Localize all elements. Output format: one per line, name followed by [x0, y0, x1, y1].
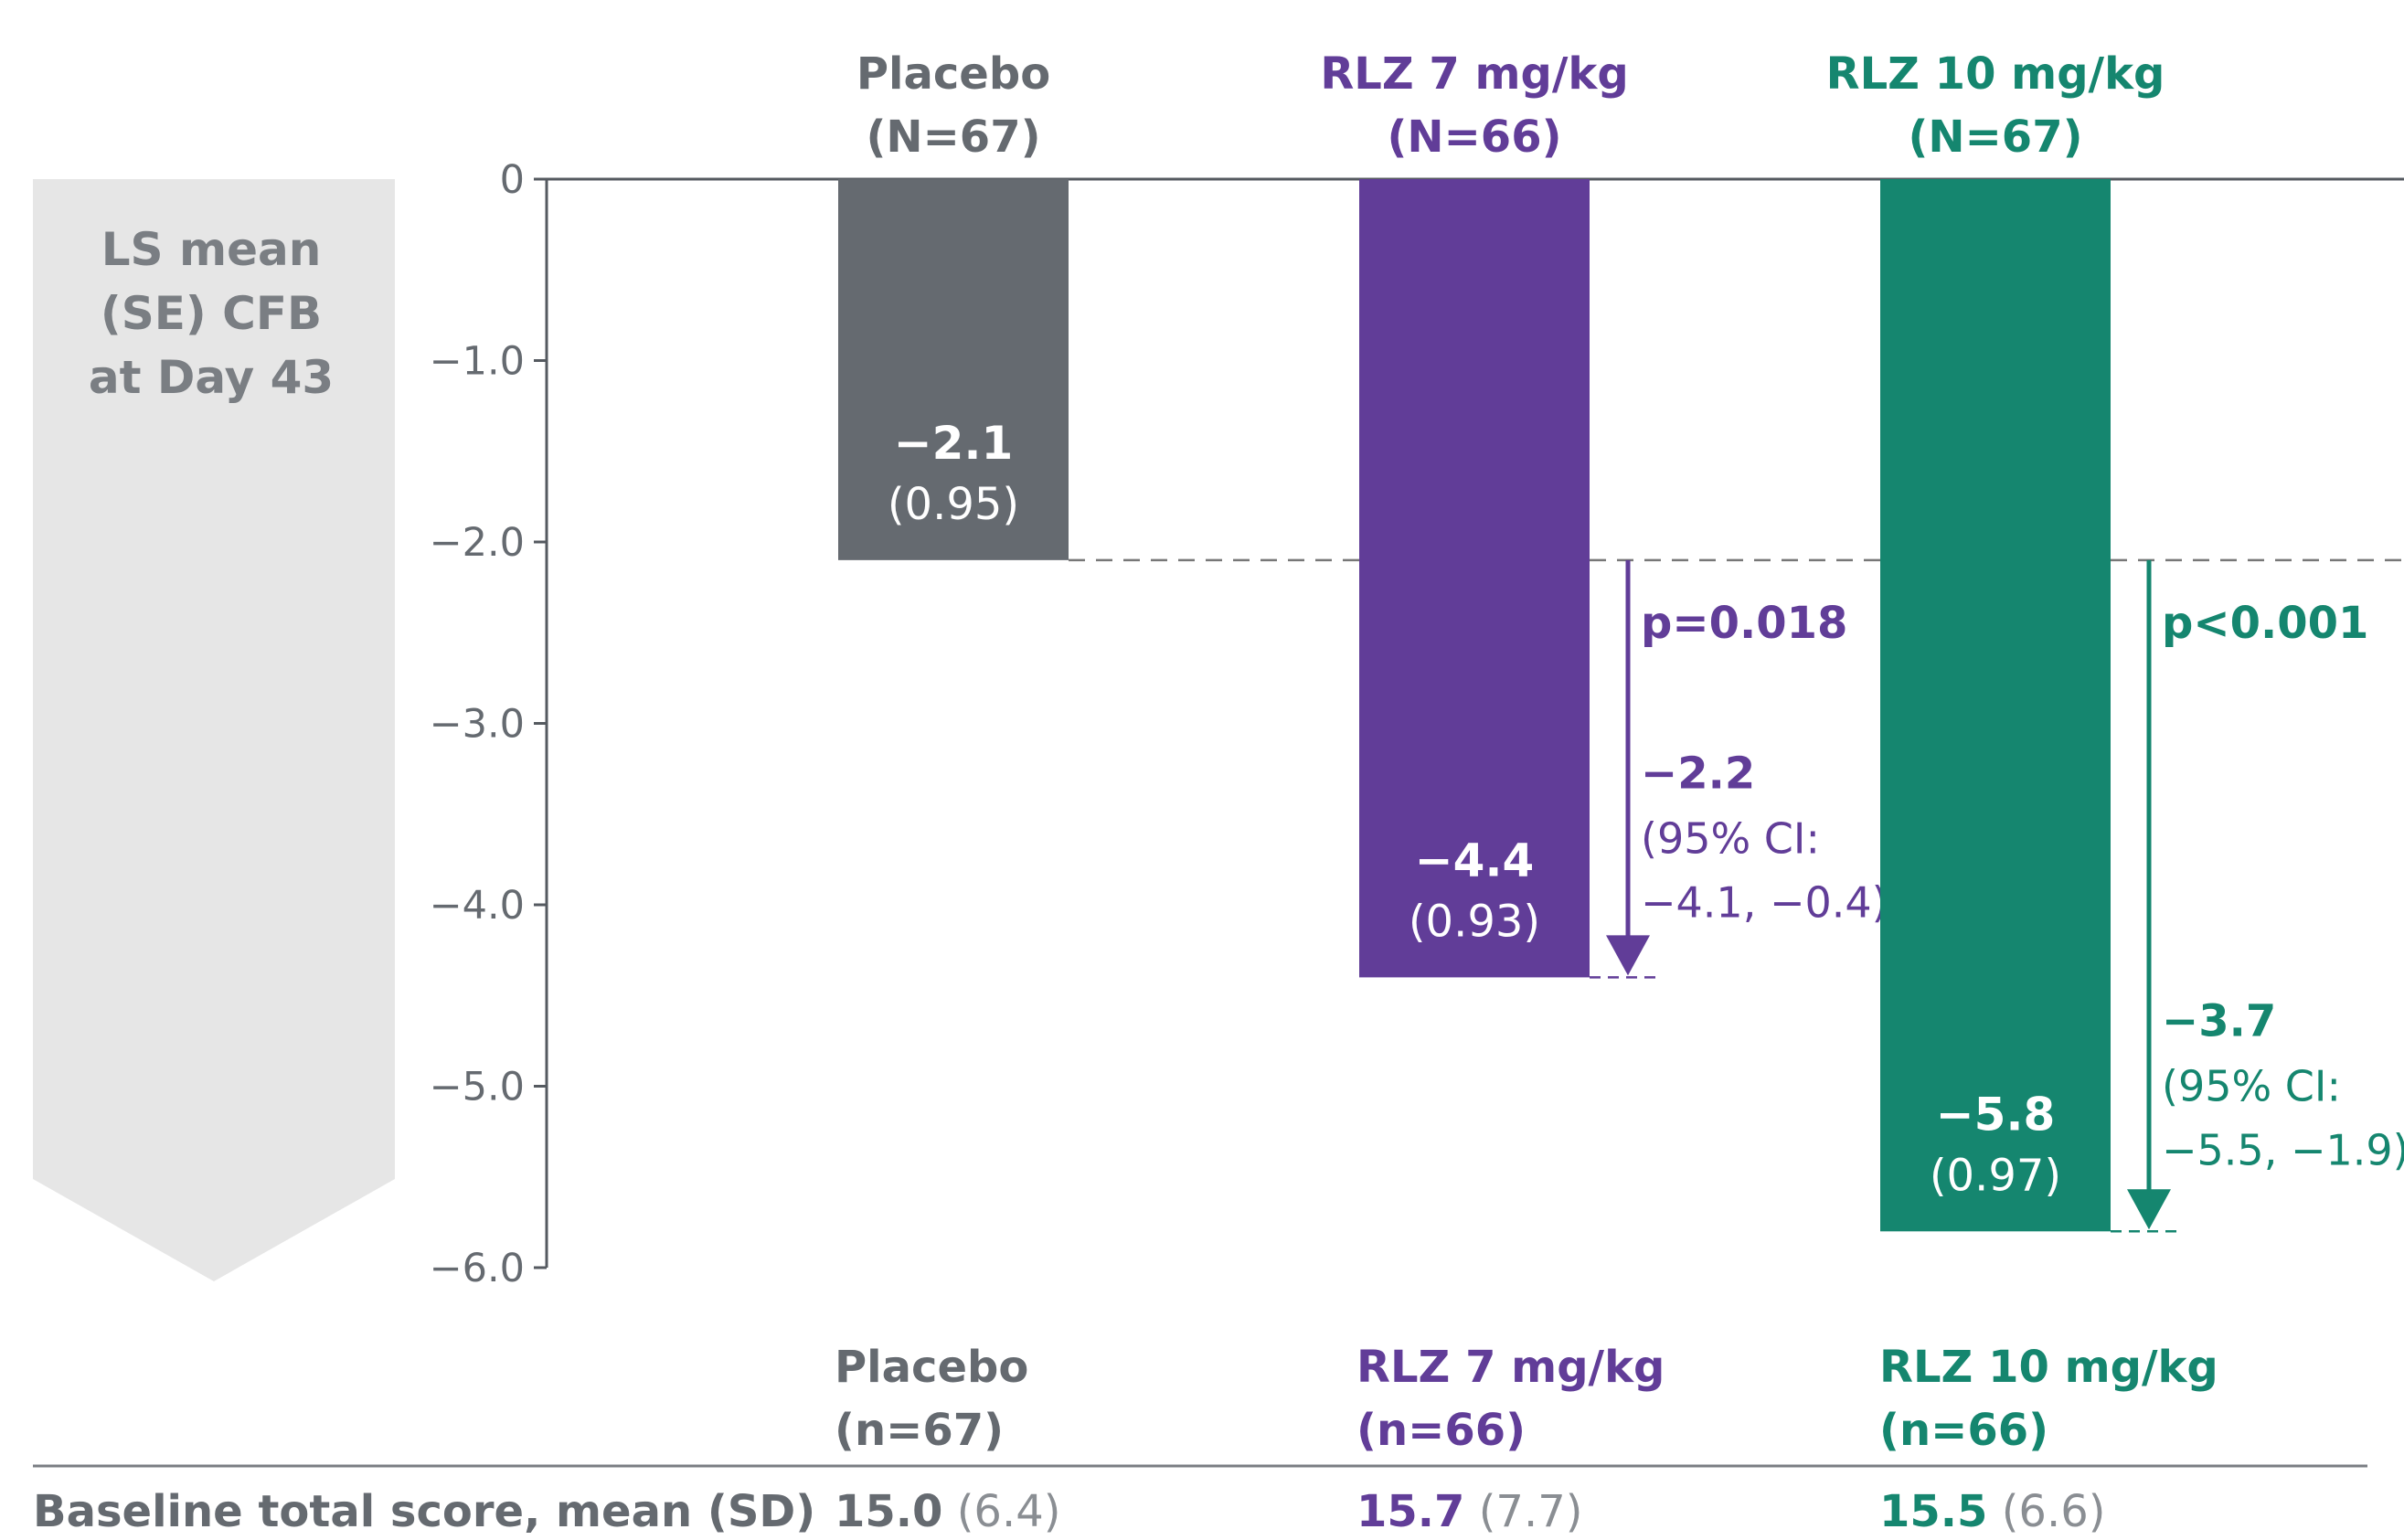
bar	[1880, 179, 2111, 1232]
bar-value-label: −5.8	[1936, 1088, 2055, 1141]
y-tick-label: −3.0	[430, 702, 525, 748]
y-axis-label: LS mean	[101, 223, 322, 276]
baseline-sd: (6.4)	[942, 1486, 1060, 1537]
table-baseline-value: 15.0 (6.4)	[835, 1486, 1060, 1537]
y-axis-label: (SE) CFB	[101, 287, 322, 340]
table-column-n: (n=66)	[1356, 1405, 1526, 1456]
ci-label: −5.5, −1.9)	[2162, 1125, 2404, 1174]
bar-value-label: −2.1	[894, 417, 1013, 470]
table-column-name: RLZ 7 mg/kg	[1356, 1342, 1665, 1393]
difference-label: −3.7	[2162, 995, 2276, 1046]
y-tick-label: 0	[500, 157, 525, 203]
bar-se-label: (0.95)	[888, 479, 1019, 530]
bar-header-n: (N=67)	[1908, 112, 2082, 163]
bar-value-label: −4.4	[1415, 834, 1534, 887]
baseline-sd: (7.7)	[1464, 1486, 1582, 1537]
difference-arrow-head	[2127, 1189, 2171, 1230]
table-baseline-value: 15.7 (7.7)	[1356, 1486, 1582, 1537]
y-tick-label: −4.0	[430, 883, 525, 929]
bar-header-name: RLZ 7 mg/kg	[1320, 48, 1628, 100]
table-column-name: Placebo	[835, 1342, 1028, 1393]
table-column-n: (n=66)	[1879, 1405, 2048, 1456]
bar	[838, 179, 1069, 560]
ci-label: (95% CI:	[2162, 1061, 2341, 1110]
ci-label: (95% CI:	[1641, 814, 1820, 864]
difference-label: −2.2	[1641, 749, 1755, 800]
y-tick-label: −5.0	[430, 1065, 525, 1110]
y-tick-label: −6.0	[430, 1246, 525, 1291]
baseline-mean: 15.7	[1356, 1486, 1464, 1537]
bar-se-label: (0.93)	[1409, 896, 1540, 947]
p-value-label: p=0.018	[1641, 598, 1847, 649]
bar-header-n: (N=67)	[866, 112, 1040, 163]
bar-header-name: Placebo	[856, 48, 1050, 100]
bar-header-n: (N=66)	[1387, 112, 1561, 163]
table-row-label: Baseline total score, mean (SD)	[33, 1486, 815, 1537]
baseline-mean: 15.5	[1879, 1486, 1987, 1537]
y-tick-label: −1.0	[430, 339, 525, 385]
ci-label: −4.1, −0.4)	[1641, 878, 1888, 928]
y-axis-label: at Day 43	[89, 351, 334, 404]
p-value-label: p<0.001	[2162, 598, 2368, 649]
difference-arrow-head	[1606, 935, 1650, 976]
bar-se-label: (0.97)	[1930, 1150, 2061, 1201]
y-axis-label-arrow	[33, 179, 395, 1281]
table-baseline-value: 15.5 (6.6)	[1879, 1486, 2105, 1537]
bar-header-name: RLZ 10 mg/kg	[1826, 48, 2165, 100]
bar	[1359, 179, 1590, 978]
y-tick-label: −2.0	[430, 520, 525, 566]
baseline-mean: 15.0	[835, 1486, 942, 1537]
baseline-sd: (6.6)	[1987, 1486, 2105, 1537]
table-column-name: RLZ 10 mg/kg	[1879, 1342, 2218, 1393]
table-column-n: (n=67)	[835, 1405, 1004, 1456]
